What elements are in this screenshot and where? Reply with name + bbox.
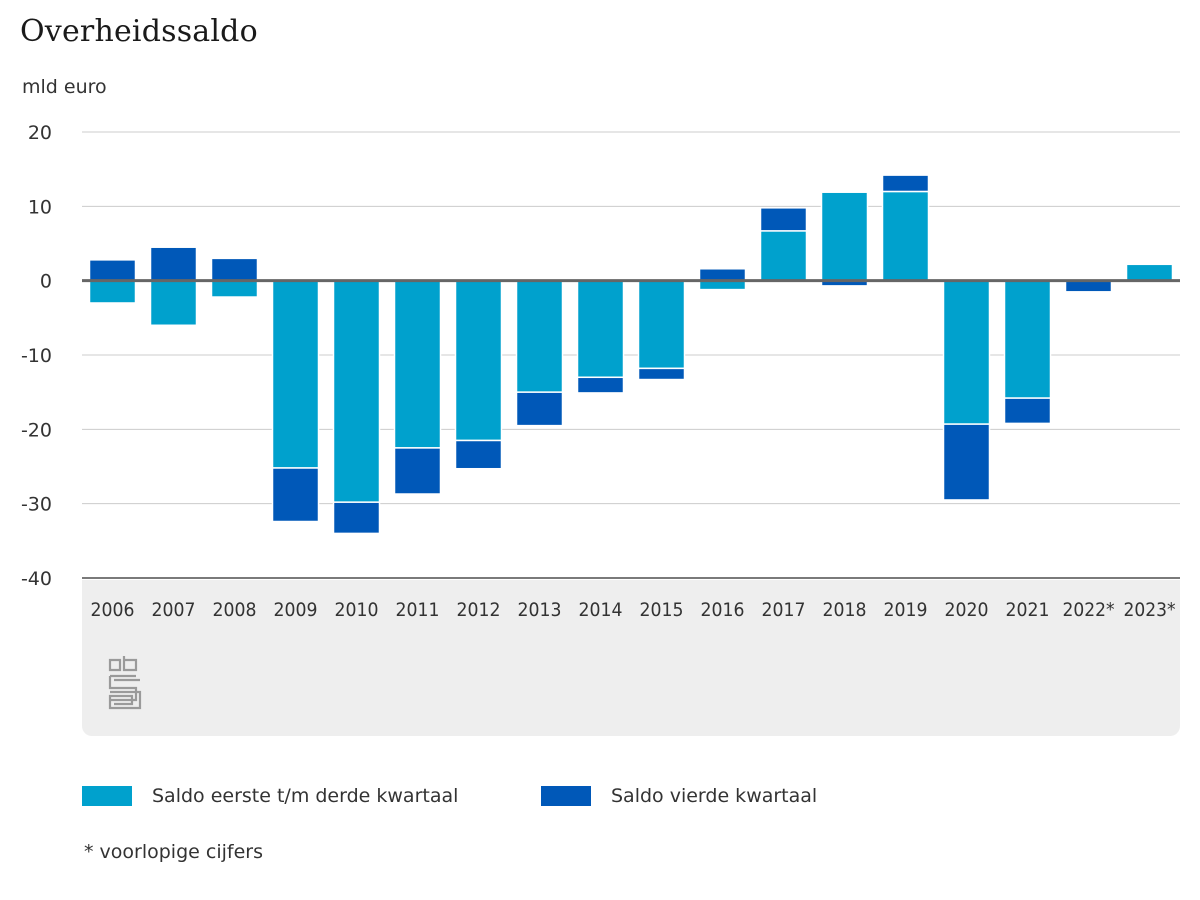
x-tick-label: 2010 (335, 599, 379, 621)
x-tick-label: 2018 (823, 599, 867, 621)
x-tick-label: 2016 (701, 599, 745, 621)
bar-q4-2022 (1064, 279, 1113, 293)
bar-q4-2009 (271, 467, 320, 523)
y-tick-label: 0 (40, 271, 52, 293)
bar-q4-2019 (881, 174, 930, 193)
x-tick-label: 2014 (579, 599, 623, 621)
x-tick-label: 2020 (945, 599, 989, 621)
bar-q4-2007 (149, 246, 198, 282)
legend-label-q4: Saldo vierde kwartaal (611, 785, 818, 807)
bar-q1-q3-2006 (88, 279, 137, 304)
x-tick-label: 2023* (1124, 599, 1176, 621)
x-tick-label: 2009 (274, 599, 318, 621)
bar-q1-q3-2012 (454, 279, 503, 442)
bar-q1-q3-2020 (942, 279, 991, 425)
bar-q1-q3-2010 (332, 279, 381, 503)
bar-q1-q3-2021 (1003, 279, 1052, 399)
bar-q1-q3-2019 (881, 190, 930, 282)
logo-area (82, 636, 1180, 736)
y-tick-label: -40 (21, 568, 52, 590)
bar-q1-q3-2017 (759, 230, 808, 282)
bar-q1-q3-2023 (1125, 263, 1174, 282)
bar-q1-q3-2018 (820, 191, 869, 282)
bar-q4-2015 (637, 367, 686, 381)
x-tick-label: 2008 (213, 599, 257, 621)
bar-q1-q3-2008 (210, 279, 259, 298)
chart-title: Overheidssaldo (20, 14, 258, 49)
legend-swatch-q1-q3 (82, 786, 132, 806)
x-tick-label: 2015 (640, 599, 684, 621)
bar-q4-2011 (393, 447, 442, 495)
legend-swatch-q4 (541, 786, 591, 806)
bar-q4-2021 (1003, 397, 1052, 425)
y-tick-label: -20 (21, 419, 52, 441)
x-tick-label: 2006 (91, 599, 135, 621)
x-tick-label: 2021 (1006, 599, 1050, 621)
y-tick-label: 20 (28, 122, 52, 144)
footnote: * voorlopige cijfers (84, 841, 263, 863)
y-tick-label: -30 (21, 494, 52, 516)
bar-q1-q3-2007 (149, 279, 198, 327)
bar-q4-2016 (698, 268, 747, 282)
x-axis-band (82, 580, 1180, 636)
x-tick-label: 2017 (762, 599, 806, 621)
bar-q4-2012 (454, 439, 503, 470)
y-axis-unit-label: mld euro (22, 76, 107, 98)
x-tick-label: 2019 (884, 599, 928, 621)
bar-q4-2014 (576, 376, 625, 394)
bar-q4-2006 (88, 259, 137, 282)
y-tick-label: -10 (21, 345, 52, 367)
x-tick-label: 2012 (457, 599, 501, 621)
legend-item-q1-q3: Saldo eerste t/m derde kwartaal (82, 785, 458, 807)
y-tick-label: 10 (28, 196, 52, 218)
bar-q4-2020 (942, 423, 991, 501)
x-tick-label: 2007 (152, 599, 196, 621)
bar-q4-2010 (332, 501, 381, 535)
bar-q1-q3-2009 (271, 279, 320, 469)
legend: Saldo eerste t/m derde kwartaal Saldo vi… (82, 785, 1182, 815)
cbs-logo-icon (108, 656, 142, 710)
bar-q1-q3-2011 (393, 279, 442, 449)
x-tick-label: 2022* (1063, 599, 1115, 621)
bar-q1-q3-2014 (576, 279, 625, 379)
bar-q4-2013 (515, 391, 564, 427)
bar-q4-2017 (759, 207, 808, 232)
legend-label-q1-q3: Saldo eerste t/m derde kwartaal (152, 785, 459, 807)
bar-q4-2008 (210, 257, 259, 282)
x-tick-label: 2011 (396, 599, 440, 621)
bar-q1-q3-2015 (637, 279, 686, 370)
legend-item-q4: Saldo vierde kwartaal (541, 785, 817, 807)
x-tick-label: 2013 (518, 599, 562, 621)
bar-q1-q3-2013 (515, 279, 564, 393)
